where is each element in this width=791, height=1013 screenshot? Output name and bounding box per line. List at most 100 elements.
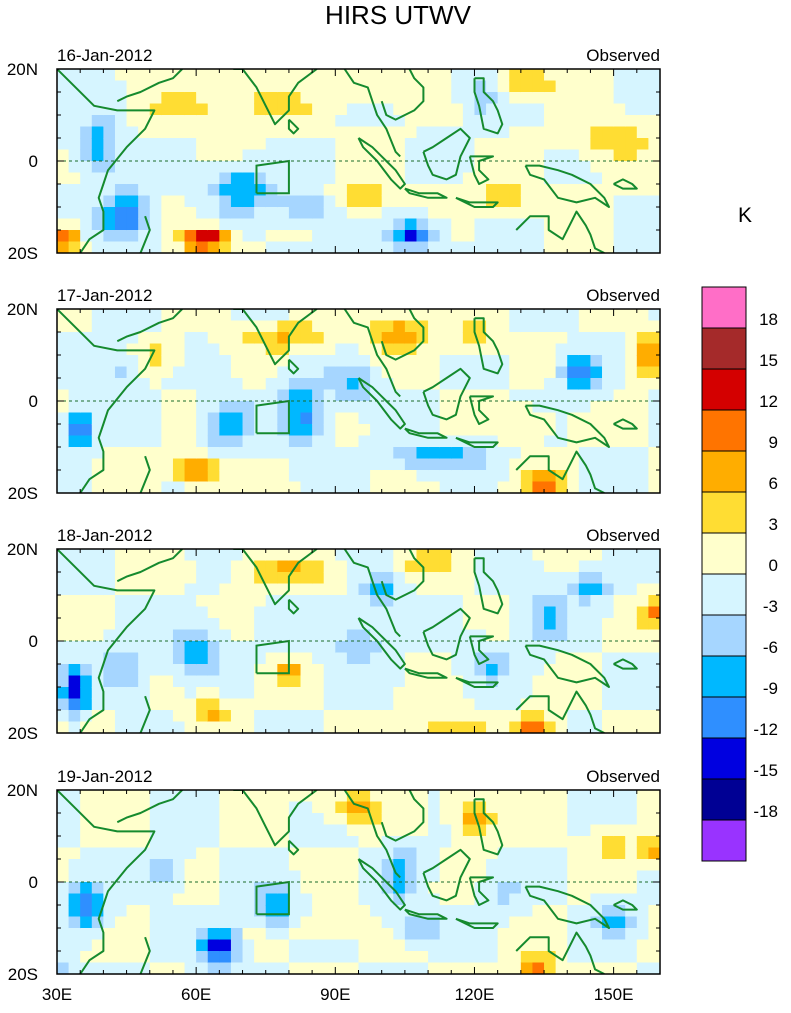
contour-cell bbox=[648, 470, 660, 483]
contour-cell bbox=[335, 218, 348, 231]
contour-cell bbox=[149, 207, 162, 220]
contour-cell bbox=[161, 138, 174, 151]
contour-cell bbox=[254, 951, 267, 964]
contour-cell bbox=[335, 916, 348, 929]
contour-cell bbox=[126, 320, 139, 333]
contour-cell bbox=[68, 951, 81, 964]
contour-cell bbox=[254, 69, 267, 82]
contour-cell bbox=[242, 447, 255, 460]
contour-cell bbox=[300, 401, 313, 414]
contour-cell bbox=[404, 126, 418, 139]
contour-cell bbox=[312, 458, 325, 471]
contour-cell bbox=[184, 618, 197, 631]
contour-cell bbox=[555, 859, 568, 872]
contour-cell bbox=[161, 928, 174, 941]
contour-cell bbox=[428, 366, 441, 379]
contour-cell bbox=[230, 572, 244, 585]
colorbar-label: -9 bbox=[763, 679, 778, 698]
contour-cell bbox=[636, 939, 650, 952]
contour-cell bbox=[509, 207, 522, 220]
contour-cell bbox=[358, 161, 371, 174]
contour-cell bbox=[462, 893, 476, 906]
contour-cell bbox=[567, 241, 580, 253]
contour-cell bbox=[300, 595, 313, 608]
contour-cell bbox=[277, 320, 290, 333]
contour-cell bbox=[242, 332, 255, 345]
contour-cell bbox=[613, 916, 626, 929]
contour-cell bbox=[91, 230, 104, 243]
contour-cell bbox=[648, 560, 660, 573]
contour-cell bbox=[428, 583, 441, 596]
contour-cell bbox=[207, 629, 220, 642]
contour-cell bbox=[648, 870, 660, 883]
contour-cell bbox=[277, 560, 290, 573]
contour-cell bbox=[335, 207, 348, 220]
contour-cell bbox=[439, 813, 452, 826]
contour-cell bbox=[346, 401, 360, 414]
contour-cell bbox=[230, 378, 244, 391]
contour-cell bbox=[196, 80, 209, 93]
contour-cell bbox=[68, 172, 81, 185]
contour-cell bbox=[532, 710, 545, 723]
contour-cell bbox=[497, 687, 510, 700]
contour-cell bbox=[625, 710, 638, 723]
contour-cell bbox=[335, 836, 348, 849]
contour-cell bbox=[497, 893, 510, 906]
contour-cell bbox=[68, 882, 81, 895]
contour-cell bbox=[277, 824, 290, 837]
contour-cell bbox=[613, 560, 626, 573]
contour-cell bbox=[138, 161, 151, 174]
contour-cell bbox=[138, 138, 151, 151]
contour-cell bbox=[103, 332, 116, 345]
contour-cell bbox=[161, 641, 174, 654]
contour-cell bbox=[451, 138, 464, 151]
contour-cell bbox=[416, 606, 429, 619]
contour-cell bbox=[68, 149, 81, 162]
contour-cell bbox=[230, 870, 244, 883]
contour-cell bbox=[393, 790, 406, 803]
contour-cell bbox=[462, 115, 476, 128]
contour-cell bbox=[230, 149, 244, 162]
contour-cell bbox=[265, 126, 278, 139]
contour-cell bbox=[103, 560, 116, 573]
contour-cell bbox=[474, 218, 487, 231]
contour-cell bbox=[567, 366, 580, 379]
contour-cell bbox=[497, 195, 510, 208]
contour-cell bbox=[590, 687, 603, 700]
contour-cell bbox=[300, 801, 313, 814]
contour-cell bbox=[509, 629, 522, 642]
contour-cell bbox=[57, 687, 70, 700]
contour-cell bbox=[114, 470, 128, 483]
contour-cell bbox=[57, 595, 70, 608]
contour-cell bbox=[335, 172, 348, 185]
contour-cell bbox=[172, 241, 186, 253]
contour-cell bbox=[428, 549, 441, 562]
contour-cell bbox=[625, 218, 638, 231]
contour-cell bbox=[509, 595, 522, 608]
contour-cell bbox=[80, 801, 93, 814]
contour-cell bbox=[578, 470, 592, 483]
contour-cell bbox=[277, 847, 290, 860]
contour-cell bbox=[149, 218, 162, 231]
contour-cell bbox=[219, 939, 232, 952]
contour-cell bbox=[567, 583, 580, 596]
contour-cell bbox=[602, 572, 615, 585]
contour-cell bbox=[578, 801, 592, 814]
contour-cell bbox=[196, 309, 209, 322]
contour-cell bbox=[404, 161, 418, 174]
contour-cell bbox=[300, 824, 313, 837]
contour-cell bbox=[219, 721, 232, 733]
contour-cell bbox=[578, 92, 592, 105]
contour-cell bbox=[613, 641, 626, 654]
contour-cell bbox=[555, 69, 568, 82]
contour-cell bbox=[404, 218, 418, 231]
contour-cell bbox=[230, 470, 244, 483]
contour-cell bbox=[323, 470, 336, 483]
contour-cell bbox=[404, 698, 418, 711]
contour-cell bbox=[625, 572, 638, 585]
contour-cell bbox=[567, 664, 580, 677]
contour-cell bbox=[91, 813, 104, 826]
contour-cell bbox=[509, 939, 522, 952]
chart-title: HIRS UTWV bbox=[325, 0, 472, 30]
contour-cell bbox=[497, 675, 510, 688]
